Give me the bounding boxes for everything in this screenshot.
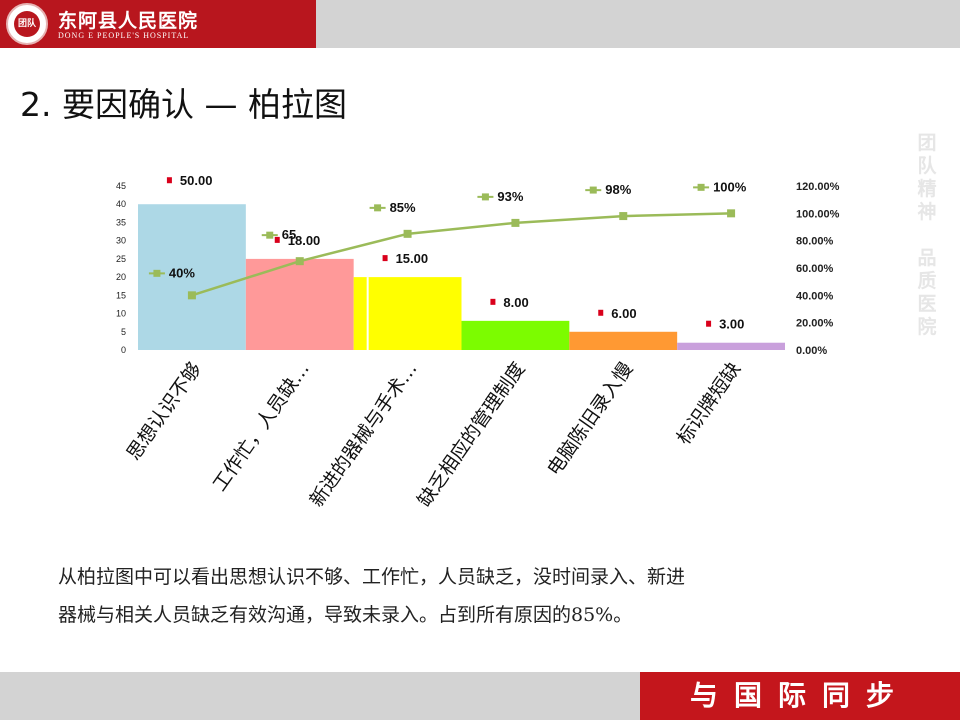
- x-tick-label: 新进的器械与手术…: [306, 358, 422, 511]
- logo-text: 团队: [14, 11, 40, 37]
- x-tick-label: 电脑陈旧录入慢: [543, 358, 637, 480]
- value-label-marker: [274, 236, 280, 243]
- y-right-tick-label: 100.00%: [796, 208, 840, 220]
- cumulative-label-marker: [153, 269, 161, 277]
- bar: [569, 331, 678, 350]
- x-tick-label: 思想认识不够: [123, 358, 206, 464]
- bar-value-label: 50.00: [180, 173, 213, 188]
- bar-value-label: 18.00: [288, 233, 321, 248]
- y-right-tick-label: 80.00%: [796, 236, 834, 248]
- y-left-tick-label: 5: [121, 327, 126, 337]
- motto-char: 品: [917, 247, 937, 269]
- cumulative-point: [403, 229, 412, 238]
- motto-char: 精: [917, 178, 937, 200]
- y-left-tick-label: 20: [116, 272, 126, 282]
- cumulative-label: 85%: [390, 200, 416, 215]
- bar-value-label: 15.00: [396, 251, 429, 266]
- value-label-marker: [166, 177, 172, 184]
- page-title: 2. 要因确认 — 柏拉图: [20, 85, 347, 124]
- y-left-tick-label: 45: [116, 181, 126, 191]
- bar: [353, 277, 462, 350]
- summary-text: 从柏拉图中可以看出思想认识不够、工作忙，人员缺乏，没时间录入、新进 器械与相关人…: [58, 558, 918, 634]
- value-label-marker: [382, 255, 388, 262]
- bar-value-label: 3.00: [719, 317, 744, 332]
- y-left-tick-label: 30: [116, 236, 126, 246]
- cumulative-label: 93%: [497, 189, 523, 204]
- cumulative-label-marker: [374, 204, 382, 212]
- value-label-marker: [706, 320, 712, 327]
- y-left-tick-label: 10: [116, 309, 126, 319]
- x-tick-label: 缺乏相应的管理制度: [413, 358, 529, 511]
- y-right-tick-label: 20.00%: [796, 318, 834, 330]
- y-left-tick-label: 0: [121, 345, 126, 355]
- y-left-tick-label: 40: [116, 199, 126, 209]
- motto-char: 质: [917, 270, 937, 292]
- cumulative-point: [619, 212, 628, 221]
- cumulative-line: [191, 212, 732, 297]
- bar: [677, 342, 785, 350]
- footer-slogan: 与国际同步: [640, 672, 960, 720]
- motto-char: 医: [917, 293, 937, 315]
- hospital-logo: 团队: [6, 3, 48, 45]
- summary-line: 从柏拉图中可以看出思想认识不够、工作忙，人员缺乏，没时间录入、新进: [58, 566, 686, 588]
- cumulative-label: 98%: [605, 182, 631, 197]
- bar-value-label: 8.00: [503, 295, 528, 310]
- cumulative-point: [511, 218, 520, 227]
- value-label-marker: [490, 298, 496, 305]
- motto-char: 队: [917, 155, 937, 177]
- bar: [461, 320, 570, 350]
- y-left-tick-label: 15: [116, 290, 126, 300]
- bar: [138, 204, 246, 350]
- hospital-name-en: DONG E PEOPLE'S HOSPITAL: [58, 31, 190, 40]
- cumulative-label: 100%: [713, 179, 747, 194]
- y-right-tick-label: 0.00%: [796, 345, 827, 357]
- motto-char: 院: [917, 316, 937, 338]
- cumulative-label: 65: [282, 227, 296, 242]
- pareto-chart: 0 5 10 15 20 25 30 35 40 45 0.00% 20.00% 40.00% 60.00…: [116, 173, 840, 511]
- side-motto: 团 队 精 神 品 质 医 院: [912, 132, 942, 339]
- y-right-tick-label: 60.00%: [796, 263, 834, 275]
- cumulative-label-marker: [481, 193, 489, 201]
- cumulative-label: 40%: [169, 265, 195, 280]
- x-tick-label: 标识牌短缺: [673, 358, 746, 448]
- value-label-marker: [598, 309, 604, 316]
- cumulative-label-marker: [697, 183, 705, 191]
- motto-char: 团: [917, 132, 937, 154]
- y-left-tick-label: 25: [116, 254, 126, 264]
- bar-value-label: 6.00: [611, 306, 636, 321]
- hospital-brand: 团队 东阿县人民医院 DONG E PEOPLE'S HOSPITAL: [0, 0, 316, 48]
- cumulative-point: [295, 257, 304, 266]
- y-right-tick-label: 40.00%: [796, 290, 834, 302]
- y-left-tick-label: 35: [116, 217, 126, 227]
- cumulative-label-marker: [266, 231, 274, 239]
- y-right-tick-label: 120.00%: [796, 181, 840, 193]
- x-tick-label: 工作忙，人员缺…: [209, 358, 314, 495]
- motto-char: 神: [917, 201, 937, 223]
- cumulative-point: [727, 209, 736, 218]
- cumulative-point: [187, 291, 196, 300]
- hospital-name: 东阿县人民医院: [58, 10, 199, 32]
- summary-line: 器械与相关人员缺乏有效沟通，导致未录入。占到所有原因的85%。: [58, 604, 633, 626]
- cumulative-label-marker: [589, 186, 597, 194]
- bar: [245, 258, 354, 350]
